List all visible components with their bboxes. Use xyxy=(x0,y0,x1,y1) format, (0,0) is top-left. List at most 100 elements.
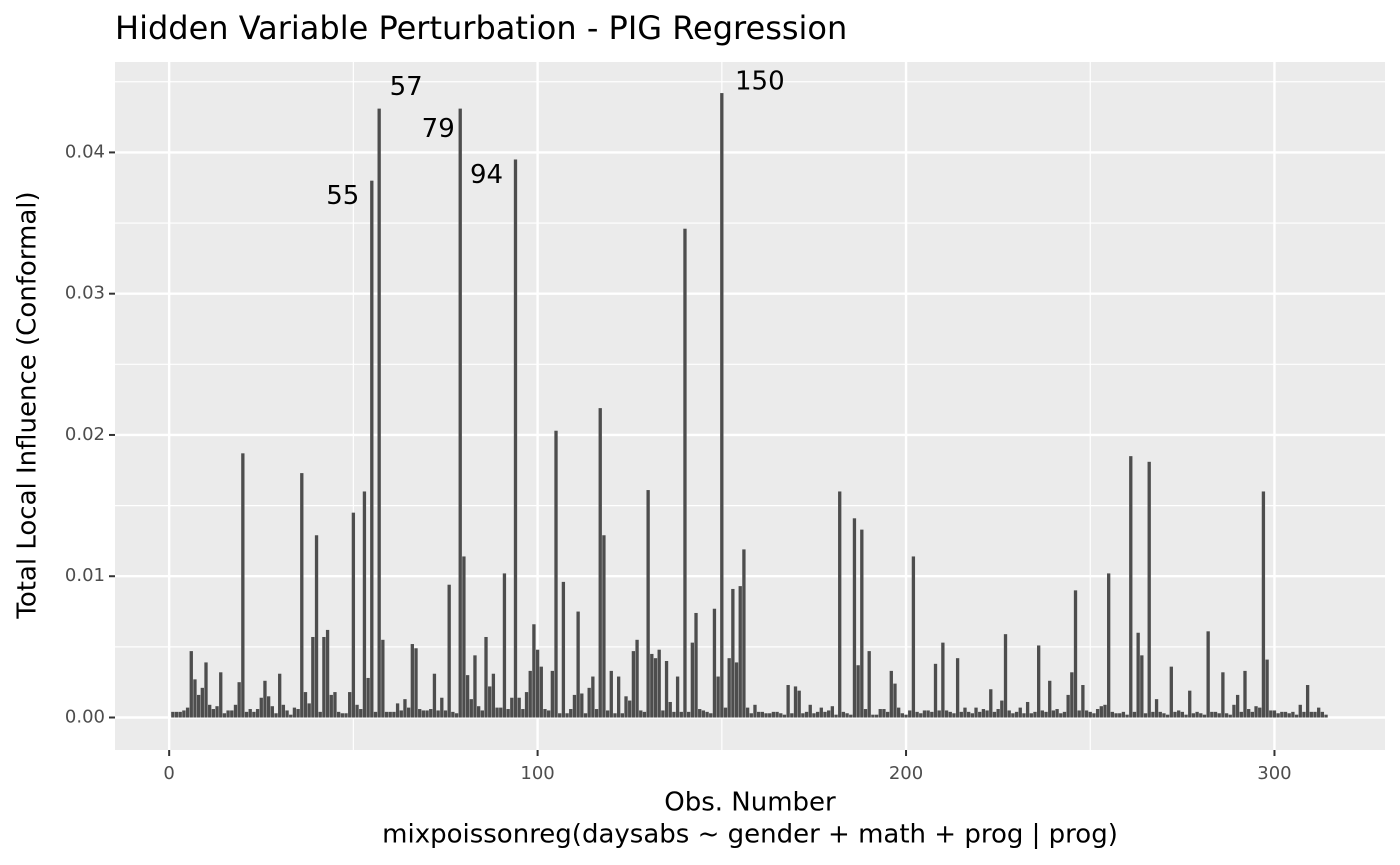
bar xyxy=(226,710,230,718)
bar xyxy=(513,159,518,718)
bar xyxy=(311,636,315,718)
bar xyxy=(830,706,835,718)
bar xyxy=(668,701,672,718)
bar xyxy=(797,690,801,718)
bar xyxy=(620,713,624,718)
bar xyxy=(410,644,414,718)
chart-title: Hidden Variable Perturbation - PIG Regre… xyxy=(115,9,847,47)
bar xyxy=(1302,711,1306,718)
bar xyxy=(882,709,886,718)
bar xyxy=(1272,710,1277,718)
bar xyxy=(219,672,223,718)
bar xyxy=(893,683,897,718)
bar xyxy=(1151,711,1155,718)
bar xyxy=(1125,714,1129,718)
y-axis-title: Total Local Influence (Conformal) xyxy=(13,191,43,619)
bar xyxy=(782,714,787,718)
y-tick-label: 0.02 xyxy=(65,424,105,445)
bar xyxy=(285,710,289,718)
bar xyxy=(959,711,963,718)
bar xyxy=(348,692,352,718)
bar xyxy=(639,710,643,718)
bar xyxy=(690,642,694,718)
bar xyxy=(1228,714,1232,718)
bar xyxy=(933,663,938,718)
bar xyxy=(406,707,411,718)
bar xyxy=(436,710,440,718)
bar xyxy=(1003,634,1008,718)
bar xyxy=(211,709,216,718)
bar xyxy=(1114,713,1118,718)
bar xyxy=(1110,711,1115,718)
bar xyxy=(1084,710,1089,718)
bar xyxy=(178,711,182,718)
y-tick-label: 0.00 xyxy=(65,707,105,728)
bar xyxy=(790,713,794,718)
bar xyxy=(440,697,444,718)
bar xyxy=(1239,711,1243,718)
bar xyxy=(628,700,632,718)
bar xyxy=(635,639,639,718)
bar xyxy=(278,673,282,718)
bar xyxy=(908,710,912,718)
bar xyxy=(1107,573,1111,718)
bar xyxy=(289,714,293,718)
bar xyxy=(281,704,286,718)
bar xyxy=(989,689,993,718)
bar xyxy=(1044,711,1048,718)
bar xyxy=(403,699,407,718)
bar xyxy=(506,709,510,718)
bar xyxy=(418,709,422,718)
bar xyxy=(757,711,761,718)
bar xyxy=(613,713,617,718)
bar xyxy=(1202,714,1207,718)
bar xyxy=(322,636,326,718)
bar xyxy=(926,710,930,718)
bar xyxy=(561,581,566,718)
bar xyxy=(215,706,219,718)
bar xyxy=(359,709,363,718)
bar xyxy=(801,713,805,718)
bar xyxy=(609,670,613,718)
bar xyxy=(528,670,532,718)
bar xyxy=(1121,711,1126,718)
bar xyxy=(583,713,588,718)
bar xyxy=(270,706,274,718)
bar xyxy=(878,709,882,718)
bar xyxy=(815,711,820,718)
bar xyxy=(333,692,337,718)
bar xyxy=(303,692,308,718)
bar xyxy=(1147,461,1151,718)
bar xyxy=(768,713,772,718)
bar xyxy=(318,711,322,718)
bar xyxy=(867,651,871,718)
bar xyxy=(771,711,776,718)
bar xyxy=(631,651,636,718)
bar xyxy=(204,662,208,718)
bar xyxy=(569,709,573,718)
bar xyxy=(642,711,647,718)
bar xyxy=(675,676,680,718)
bar xyxy=(451,711,455,718)
bar xyxy=(521,709,525,718)
bar-annotation: 57 xyxy=(390,72,423,102)
bar xyxy=(753,704,757,718)
bar xyxy=(1022,713,1026,718)
bar xyxy=(252,711,256,718)
bar xyxy=(237,682,241,718)
bar xyxy=(705,711,709,718)
bar xyxy=(384,711,389,718)
bar xyxy=(421,710,426,718)
bar xyxy=(576,611,580,718)
x-tick-label: 300 xyxy=(1257,763,1291,784)
bar xyxy=(1132,711,1137,718)
bar xyxy=(775,711,779,718)
bar xyxy=(473,655,477,718)
bar xyxy=(779,713,783,718)
bar xyxy=(1294,714,1299,718)
bar xyxy=(495,707,499,718)
bar xyxy=(230,710,234,718)
bar xyxy=(395,703,400,718)
bar xyxy=(745,707,750,718)
bar xyxy=(937,710,941,718)
